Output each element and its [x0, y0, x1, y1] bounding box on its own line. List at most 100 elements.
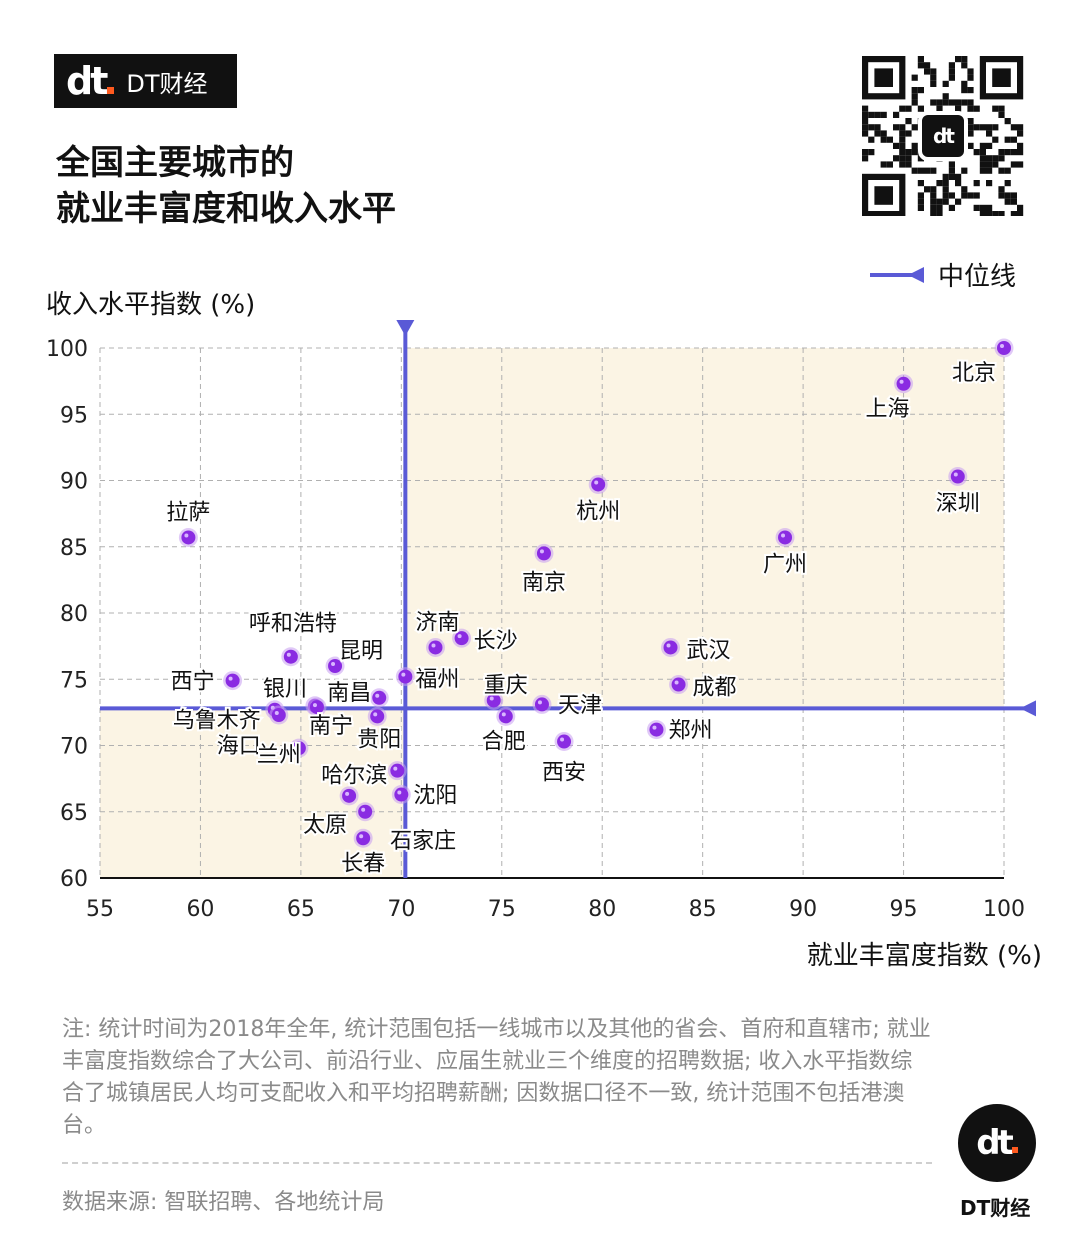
data-label: 西宁	[171, 670, 215, 695]
y-tick-label: 75	[60, 668, 88, 693]
qr-module	[917, 198, 924, 205]
qr-module	[948, 173, 955, 180]
qr-module	[1010, 192, 1017, 199]
qr-module	[862, 149, 869, 156]
x-tick-label: 75	[488, 897, 516, 922]
median-arrow-vertical-icon	[396, 320, 415, 336]
qr-module	[948, 99, 955, 106]
qr-module	[948, 68, 955, 75]
qr-module	[893, 142, 900, 149]
qr-module	[911, 142, 918, 149]
data-point	[536, 546, 551, 561]
data-point	[534, 697, 549, 712]
data-point-highlight	[539, 549, 544, 554]
data-point-highlight	[666, 643, 671, 648]
data-label: 石家庄	[390, 829, 456, 854]
qr-module	[930, 74, 937, 81]
qr-module	[967, 142, 974, 149]
data-point	[283, 649, 298, 664]
y-tick-label: 80	[60, 602, 88, 627]
median-line-legend-icon	[870, 266, 924, 283]
qr-module	[911, 93, 918, 100]
qr-module	[880, 161, 887, 168]
qr-module	[961, 99, 968, 106]
qr-module	[930, 99, 937, 106]
y-axis-title: 收入水平指数 (%)	[46, 290, 256, 320]
qr-module	[862, 111, 869, 118]
data-point-highlight	[953, 472, 958, 477]
qr-module	[979, 167, 986, 174]
qr-module	[961, 62, 968, 69]
data-point	[649, 722, 664, 737]
data-label: 海口	[217, 734, 261, 759]
qr-module	[893, 124, 900, 131]
divider	[62, 1162, 932, 1164]
qr-module	[992, 105, 999, 112]
data-label: 呼和浩特	[249, 612, 337, 637]
title-line-1: 全国主要城市的	[56, 143, 294, 183]
qr-module	[1004, 136, 1011, 143]
qr-module	[917, 105, 924, 112]
qr-module	[998, 155, 1005, 162]
data-point-highlight	[457, 634, 462, 639]
qr-module	[936, 99, 943, 106]
qr-module	[899, 136, 906, 143]
x-tick-label: 60	[186, 897, 214, 922]
qr-module	[868, 111, 875, 118]
data-label: 郑州	[668, 719, 712, 744]
data-point	[394, 787, 409, 802]
qr-module	[880, 111, 887, 118]
qr-module	[936, 204, 943, 211]
data-point	[498, 709, 513, 724]
qr-module	[1004, 167, 1011, 174]
data-point	[271, 708, 286, 723]
qr-module	[961, 192, 968, 199]
qr-module	[961, 56, 968, 63]
qr-module	[899, 105, 906, 112]
data-point	[428, 640, 443, 655]
qr-module	[874, 124, 881, 131]
qr-module	[1010, 198, 1017, 205]
footnote: 注: 统计时间为2018年全年, 统计范围包括一线城市以及其他的省会、首府和直辖…	[62, 1017, 931, 1138]
qr-module	[1004, 180, 1011, 187]
brand-logo-icon: dt	[66, 62, 115, 100]
footer-brand-name: DT财经	[960, 1196, 1031, 1220]
x-tick-label: 100	[983, 897, 1025, 922]
qr-module	[992, 124, 999, 131]
qr-module	[967, 105, 974, 112]
y-tick-label: 100	[46, 337, 88, 362]
qr-module	[967, 130, 974, 137]
brand-name: DT财经	[126, 69, 208, 98]
qr-module	[961, 87, 968, 94]
qr-module	[986, 161, 993, 168]
qr-module	[930, 198, 937, 205]
data-label: 哈尔滨	[321, 764, 387, 789]
qr-module	[961, 186, 968, 193]
qr-module	[880, 136, 887, 143]
qr-module	[942, 192, 949, 199]
qr-module	[942, 180, 949, 187]
data-point	[309, 700, 324, 715]
qr-module	[955, 56, 962, 63]
qr-module	[911, 87, 918, 94]
data-point-highlight	[312, 703, 317, 708]
data-point	[591, 477, 606, 492]
qr-module	[917, 62, 924, 69]
qr-module	[967, 118, 974, 125]
data-point-highlight	[652, 725, 657, 730]
qr-module	[973, 124, 980, 131]
data-point	[390, 763, 405, 778]
qr-module	[899, 130, 906, 137]
data-point	[328, 659, 343, 673]
qr-module	[942, 173, 949, 180]
qr-module	[1004, 149, 1011, 156]
x-tick-label: 70	[387, 897, 415, 922]
data-label: 上海	[866, 397, 910, 422]
qr-module	[986, 167, 993, 174]
data-label: 深圳	[936, 492, 980, 517]
qr-module	[955, 173, 962, 180]
data-label: 杭州	[576, 499, 620, 524]
qr-module	[924, 62, 931, 69]
qr-module	[1017, 142, 1024, 149]
